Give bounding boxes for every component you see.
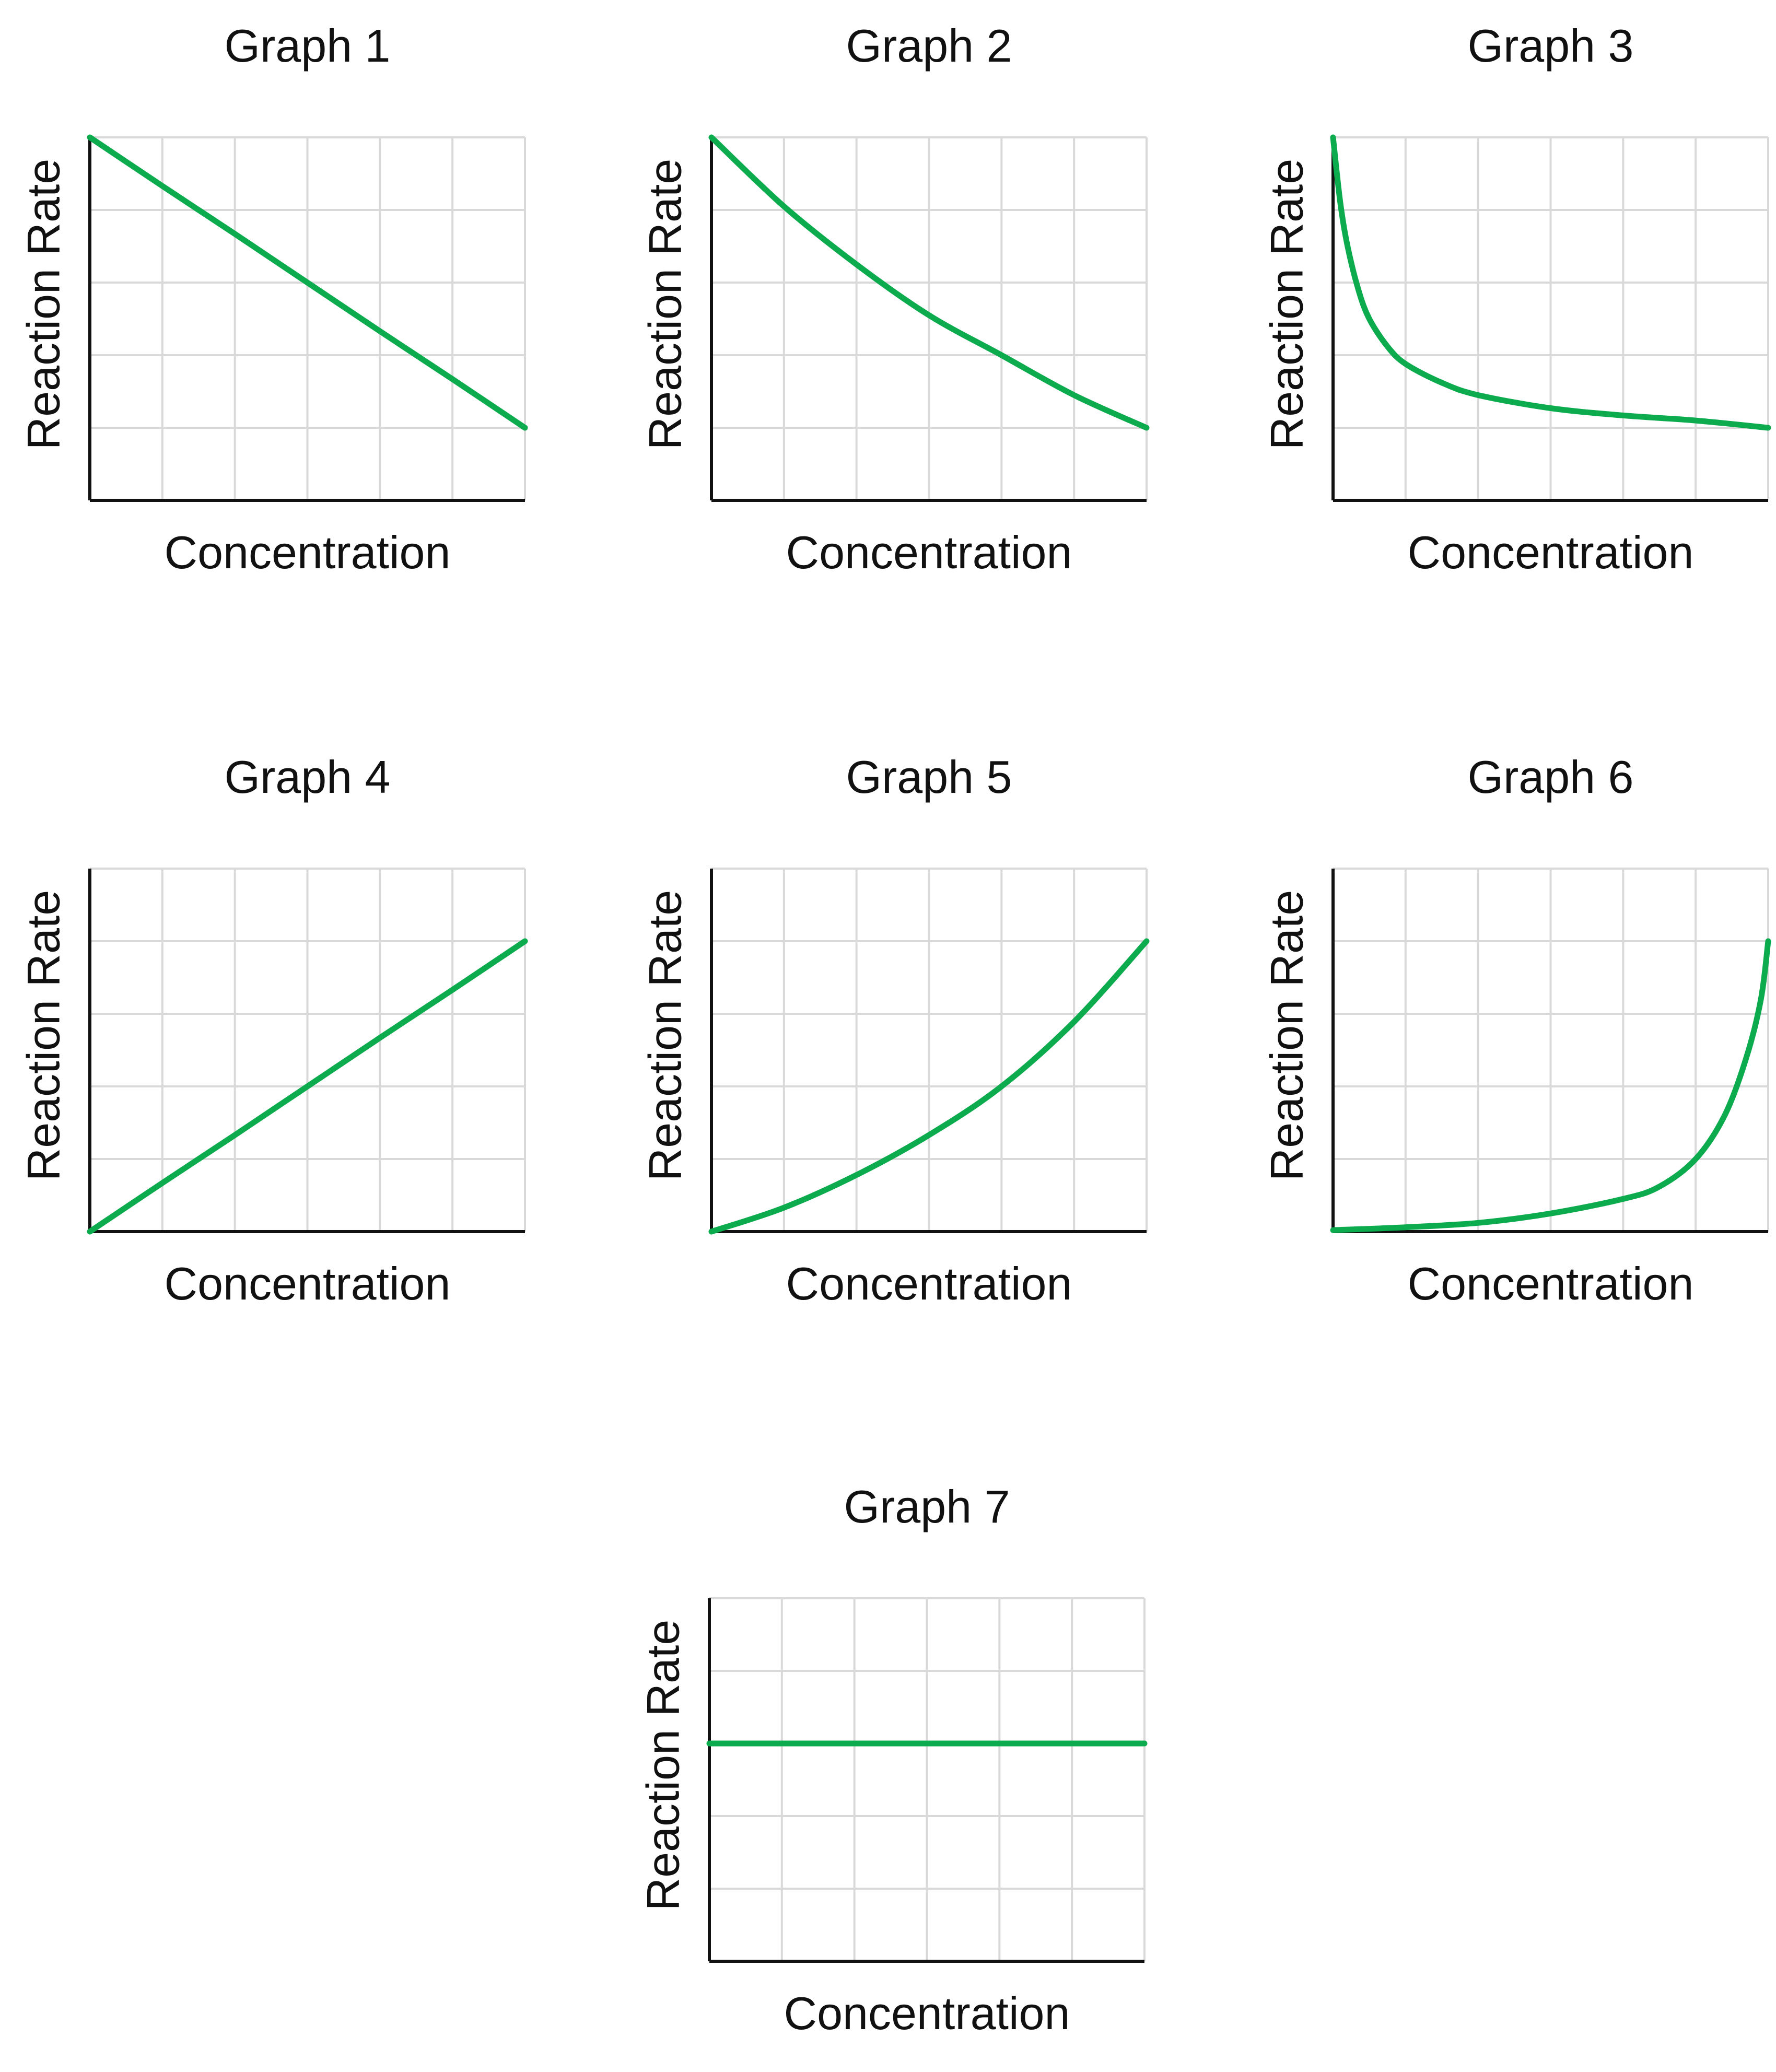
chart-title: Graph 2 — [846, 20, 1012, 72]
chart-graph-5: Graph 5 Concentration Reaction Rate — [639, 751, 1150, 1309]
chart-graph-1: Graph 1 Concentration Reaction Rate — [17, 20, 528, 578]
grid — [711, 868, 1148, 1232]
x-axis-label: Concentration — [1408, 526, 1694, 578]
chart-graph-3: Graph 3 Concentration Reaction Rate — [1260, 20, 1771, 578]
grid — [1333, 868, 1769, 1232]
y-axis-label: Reaction Rate — [637, 1620, 688, 1911]
chart-graph-6: Graph 6 Concentration Reaction Rate — [1260, 751, 1771, 1309]
y-axis-label: Reaction Rate — [1260, 890, 1312, 1181]
chart-title: Graph 7 — [844, 1481, 1010, 1532]
y-axis-label: Reaction Rate — [1260, 159, 1312, 450]
grid — [709, 1597, 1146, 1961]
y-axis-label: Reaction Rate — [17, 890, 69, 1181]
chart-title: Graph 4 — [225, 751, 391, 803]
x-axis-label: Concentration — [784, 1987, 1070, 2039]
chart-title: Graph 5 — [846, 751, 1012, 803]
y-axis-label: Reaction Rate — [639, 890, 691, 1181]
chart-title: Graph 6 — [1468, 751, 1634, 803]
x-axis-label: Concentration — [165, 526, 451, 578]
chart-graph-4: Graph 4 Concentration Reaction Rate — [17, 751, 528, 1309]
x-axis-label: Concentration — [165, 1258, 451, 1309]
series-line-reaction-rate — [1330, 134, 1771, 431]
x-axis-label: Concentration — [1408, 1258, 1694, 1309]
series-line-reaction-rate — [708, 938, 1150, 1235]
chart-title: Graph 3 — [1468, 20, 1634, 72]
chart-graph-2: Graph 2 Concentration Reaction Rate — [639, 20, 1150, 578]
chart-graph-7: Graph 7 Concentration Reaction Rate — [637, 1481, 1148, 2039]
x-axis-label: Concentration — [786, 1258, 1072, 1309]
series-line-reaction-rate — [708, 134, 1150, 431]
grid — [90, 868, 526, 1232]
x-axis-label: Concentration — [786, 526, 1072, 578]
grid — [1333, 136, 1769, 500]
y-axis-label: Reaction Rate — [639, 159, 691, 450]
chart-title: Graph 1 — [225, 20, 391, 72]
y-axis-label: Reaction Rate — [17, 159, 69, 450]
series-line-reaction-rate — [87, 134, 528, 431]
series-line-reaction-rate — [87, 938, 528, 1235]
grid — [711, 136, 1148, 500]
grid — [90, 136, 526, 500]
series-line-reaction-rate — [1330, 938, 1771, 1233]
